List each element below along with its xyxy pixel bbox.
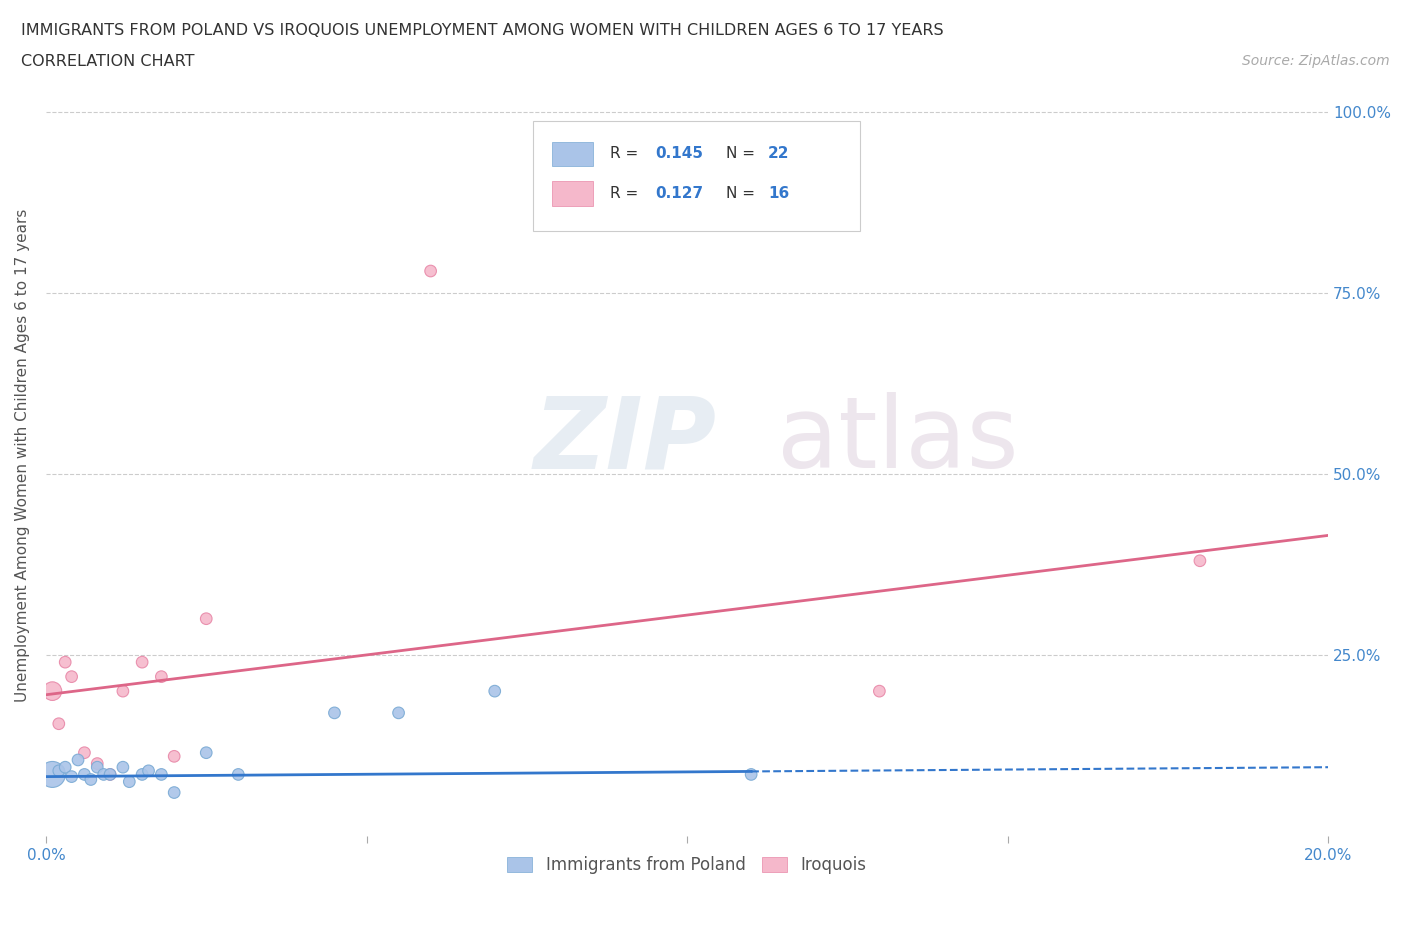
Point [484, 684, 506, 698]
Point [226, 767, 249, 782]
Point [73, 767, 96, 782]
Point [195, 745, 218, 760]
Point [419, 263, 441, 278]
Text: 0.145: 0.145 [655, 146, 703, 161]
Point [387, 706, 409, 721]
Point [150, 767, 173, 782]
Point [868, 684, 890, 698]
Text: 0.127: 0.127 [655, 186, 703, 201]
FancyBboxPatch shape [553, 141, 593, 166]
Point [118, 775, 141, 790]
Text: N =: N = [725, 186, 759, 201]
Point [73, 745, 96, 760]
Text: R =: R = [610, 146, 644, 161]
Point [86, 760, 108, 775]
Point [60, 670, 83, 684]
Text: R =: R = [610, 186, 644, 201]
Text: 22: 22 [768, 146, 789, 161]
Text: ZIP: ZIP [533, 392, 716, 489]
Point [163, 749, 186, 764]
Point [195, 611, 218, 626]
Point [86, 756, 108, 771]
Point [150, 670, 173, 684]
Point [93, 767, 115, 782]
Text: IMMIGRANTS FROM POLAND VS IROQUOIS UNEMPLOYMENT AMONG WOMEN WITH CHILDREN AGES 6: IMMIGRANTS FROM POLAND VS IROQUOIS UNEMP… [21, 23, 943, 38]
Point [41, 767, 63, 782]
Point [138, 764, 160, 778]
Point [98, 767, 121, 782]
Text: N =: N = [725, 146, 759, 161]
Point [1188, 553, 1211, 568]
Point [323, 706, 346, 721]
Text: Source: ZipAtlas.com: Source: ZipAtlas.com [1241, 54, 1389, 68]
Point [66, 752, 89, 767]
Text: 16: 16 [768, 186, 789, 201]
Point [41, 684, 63, 698]
Legend: Immigrants from Poland, Iroquois: Immigrants from Poland, Iroquois [501, 850, 873, 881]
Point [48, 764, 70, 778]
Point [60, 769, 83, 784]
FancyBboxPatch shape [533, 121, 860, 232]
Y-axis label: Unemployment Among Women with Children Ages 6 to 17 years: Unemployment Among Women with Children A… [15, 209, 30, 702]
Point [111, 684, 134, 698]
FancyBboxPatch shape [553, 181, 593, 206]
Point [53, 760, 76, 775]
Point [48, 716, 70, 731]
Point [740, 767, 762, 782]
Text: atlas: atlas [776, 392, 1018, 489]
Point [131, 767, 153, 782]
Text: CORRELATION CHART: CORRELATION CHART [21, 54, 194, 69]
Point [80, 772, 103, 787]
Point [111, 760, 134, 775]
Point [131, 655, 153, 670]
Point [53, 655, 76, 670]
Point [98, 767, 121, 782]
Point [163, 785, 186, 800]
